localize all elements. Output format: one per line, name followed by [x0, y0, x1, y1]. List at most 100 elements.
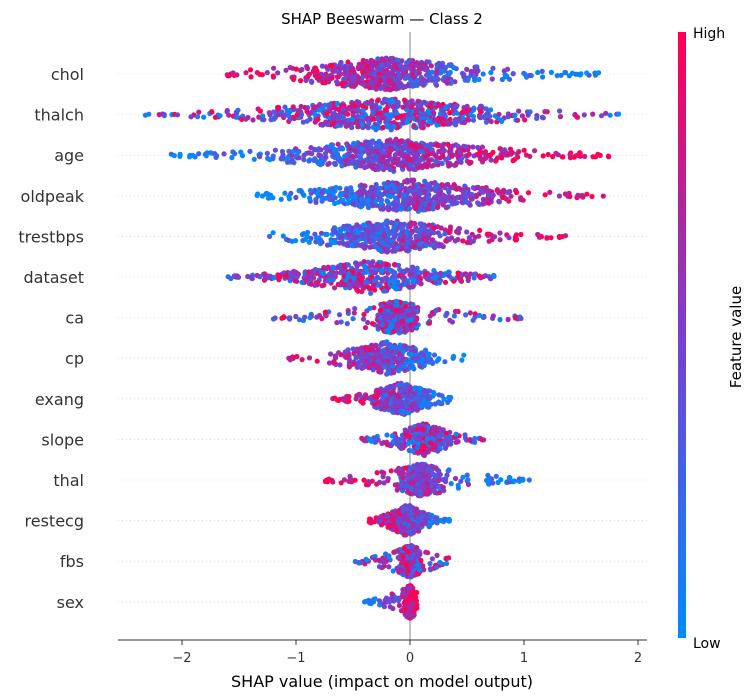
shap-dot-age — [432, 152, 438, 158]
shap-dot-age — [379, 159, 385, 165]
shap-dot-chol — [324, 73, 330, 79]
shap-dot-chol — [366, 84, 373, 90]
shap-dot-chol — [501, 68, 507, 74]
shap-dot-exang — [387, 401, 394, 407]
shap-dot-cp — [286, 355, 292, 361]
shap-dot-thalch — [217, 113, 223, 119]
shap-dot-oldpeak — [454, 186, 460, 192]
shap-dot-trestbps — [400, 238, 406, 244]
shap-dot-chol — [405, 73, 411, 79]
shap-dot-age — [582, 153, 588, 159]
shap-dot-cp — [306, 355, 313, 361]
shap-dot-thal — [493, 473, 499, 479]
shap-dot-age — [399, 161, 405, 167]
shap-dot-chol — [439, 60, 446, 66]
shap-dot-oldpeak — [377, 185, 383, 191]
shap-dot-dataset — [262, 271, 268, 277]
shap-dot-dataset — [387, 267, 393, 273]
shap-dot-oldpeak — [313, 199, 319, 205]
shap-dot-age — [335, 141, 341, 147]
shap-dot-dataset — [228, 275, 234, 282]
shap-dot-age — [264, 150, 270, 156]
shap-dot-thalch — [239, 116, 245, 122]
shap-dot-chol — [378, 78, 384, 84]
beeswarm-row-dataset — [225, 259, 497, 296]
shap-dot-age — [325, 161, 331, 167]
shap-dot-ca — [403, 328, 409, 334]
shap-dot-oldpeak — [500, 194, 506, 201]
shap-dot-ca — [393, 298, 399, 304]
shap-dot-trestbps — [371, 226, 377, 233]
shap-dot-thalch — [364, 99, 370, 106]
shap-dot-age — [214, 153, 220, 159]
shap-dot-trestbps — [506, 235, 512, 241]
shap-dot-thalch — [443, 119, 450, 125]
shap-dot-thalch — [455, 118, 461, 124]
shap-dot-thalch — [142, 112, 149, 118]
shap-dot-ca — [490, 315, 496, 321]
shap-dot-dataset — [299, 279, 305, 285]
shap-dot-chol — [314, 75, 320, 81]
shap-dot-slope — [424, 436, 430, 442]
shap-dot-chol — [298, 78, 304, 84]
shap-dot-thalch — [421, 99, 427, 105]
shap-dot-trestbps — [381, 232, 388, 238]
shap-dot-oldpeak — [350, 201, 356, 207]
shap-dot-chol — [411, 74, 417, 80]
shap-dot-ca — [517, 314, 523, 320]
shap-dot-trestbps — [344, 241, 351, 247]
shap-dot-thalch — [441, 111, 447, 117]
shap-dot-thalch — [328, 103, 334, 109]
shap-dot-age — [318, 160, 324, 166]
shap-dot-dataset — [458, 276, 464, 282]
shap-dot-chol — [408, 78, 414, 84]
shap-dot-chol — [243, 70, 249, 76]
shap-dot-ca — [316, 312, 322, 319]
shap-dot-oldpeak — [490, 192, 496, 198]
shap-dot-trestbps — [393, 220, 399, 226]
shap-dot-thalch — [282, 112, 288, 118]
shap-dot-trestbps — [431, 244, 438, 251]
shap-dot-age — [229, 155, 235, 161]
shap-dot-oldpeak — [485, 192, 491, 198]
shap-dot-trestbps — [440, 243, 446, 250]
shap-dot-chol — [502, 72, 508, 78]
shap-dot-thalch — [599, 113, 605, 119]
shap-dot-ca — [410, 325, 416, 331]
shap-dot-chol — [385, 61, 391, 67]
shap-dot-age — [189, 152, 196, 158]
shap-dot-trestbps — [456, 226, 463, 232]
shap-dot-chol — [383, 55, 389, 61]
shap-dot-chol — [339, 80, 345, 86]
shap-dot-age — [301, 157, 307, 163]
shap-dot-thalch — [390, 98, 396, 104]
shap-dot-dataset — [312, 267, 318, 273]
shap-dot-slope — [387, 442, 393, 448]
shap-dot-age — [457, 149, 463, 155]
shap-dot-age — [384, 144, 390, 150]
shap-dot-dataset — [371, 277, 377, 283]
shap-dot-thalch — [355, 121, 361, 128]
shap-dot-oldpeak — [420, 200, 426, 206]
shap-dot-oldpeak — [496, 199, 502, 205]
shap-dot-oldpeak — [293, 194, 299, 201]
shap-dot-age — [394, 146, 400, 152]
shap-dot-chol — [471, 75, 477, 81]
shap-dot-age — [375, 166, 381, 172]
shap-dot-age — [366, 148, 372, 154]
shap-dot-age — [393, 156, 399, 162]
shap-dot-dataset — [345, 274, 351, 280]
shap-dot-age — [477, 156, 483, 162]
shap-dot-ca — [392, 317, 398, 323]
shap-dot-ca — [296, 317, 303, 323]
shap-dot-chol — [412, 81, 418, 87]
shap-dot-chol — [322, 80, 328, 86]
shap-dot-oldpeak — [482, 200, 488, 206]
shap-dot-ca — [336, 312, 343, 318]
shap-dot-thalch — [414, 115, 420, 122]
shap-dot-ca — [467, 310, 473, 316]
shap-dot-trestbps — [518, 231, 524, 238]
shap-dot-thalch — [331, 110, 337, 117]
shap-dot-thalch — [383, 107, 389, 113]
shap-dot-dataset — [338, 269, 344, 275]
